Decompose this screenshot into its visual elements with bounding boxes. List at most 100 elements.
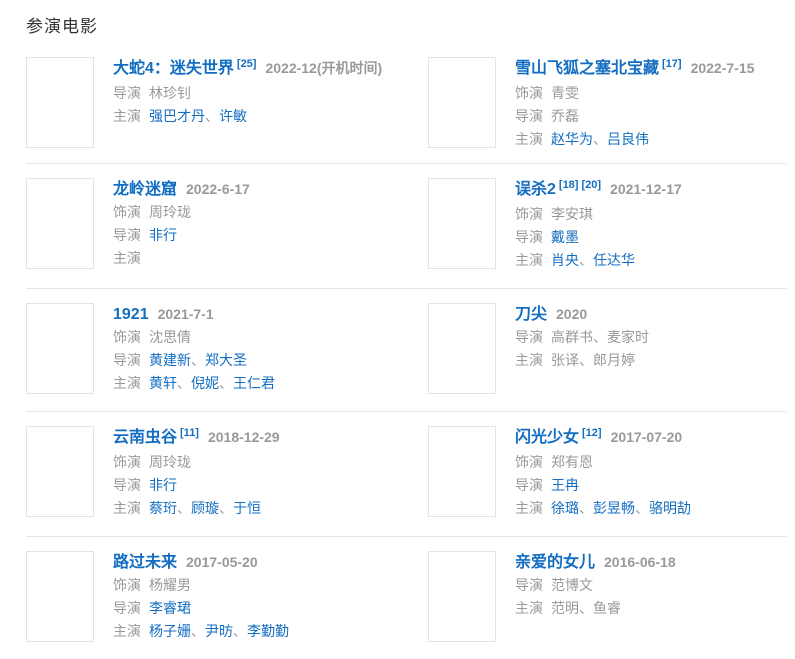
credit-name-link[interactable]: 李睿珺 — [149, 600, 191, 616]
credit-name-link[interactable]: 王仁君 — [233, 375, 275, 391]
reference-link[interactable]: [25] — [236, 58, 257, 70]
credit-name-link[interactable]: 于恒 — [233, 500, 261, 516]
credit-name-link[interactable]: 尹昉 — [205, 623, 233, 639]
credit-label: 导演 — [515, 577, 543, 593]
credit-name: 范博文 — [551, 577, 593, 593]
credit-label: 导演 — [515, 108, 543, 124]
movie-poster[interactable] — [26, 551, 94, 642]
movie-title-link[interactable]: 闪光少女 — [515, 429, 580, 446]
movie-poster[interactable] — [428, 303, 496, 394]
credit-name-link[interactable]: 徐璐 — [551, 500, 579, 516]
credit-name-link[interactable]: 黄轩 — [149, 375, 177, 391]
credit-line: 饰演 郑有恩 — [515, 451, 691, 474]
credit-name: 杨耀男 — [149, 577, 191, 593]
credit-line: 导演 非行 — [113, 224, 250, 247]
movie-title-link[interactable]: 路过未来 — [113, 554, 178, 571]
credit-name: 麦家时 — [607, 329, 649, 345]
credit-line: 导演 李睿珺 — [113, 597, 289, 620]
movie-title-link[interactable]: 大蛇4：迷失世界 — [113, 60, 234, 77]
credit-name-link[interactable]: 郑大圣 — [205, 352, 247, 368]
movie-entry: 路过未来 2017-05-20 饰演 杨耀男 导演 李睿珺 主演 杨子姗、尹昉、李勤勤 — [26, 551, 428, 643]
credit-line: 主演 徐璐、彭昱畅、骆明劼 — [515, 497, 691, 520]
credit-name-link[interactable]: 强巴才丹 — [149, 108, 205, 124]
movie-poster[interactable] — [428, 426, 496, 517]
credit-name-link[interactable]: 倪妮 — [191, 375, 219, 391]
name-separator: 、 — [579, 252, 593, 268]
credit-name-link[interactable]: 李勤勤 — [247, 623, 289, 639]
credit-label: 主演 — [113, 623, 141, 639]
reference-link[interactable]: [11] — [180, 427, 199, 439]
movie-poster[interactable] — [428, 57, 496, 148]
credit-name: 张译 — [551, 352, 579, 368]
movie-poster[interactable] — [428, 178, 496, 269]
movie-title-link[interactable]: 雪山飞狐之塞北宝藏 — [515, 60, 660, 77]
credit-name: 乔磊 — [551, 108, 579, 124]
credit-name-link[interactable]: 赵华为 — [551, 131, 593, 147]
credit-name-link[interactable]: 非行 — [149, 477, 177, 493]
reference-link[interactable]: [18] — [558, 179, 579, 191]
credit-label: 主演 — [515, 600, 543, 616]
movie-info: 云南虫谷 [11] 2018-12-29 饰演 周玲珑 导演 非行 主演 蔡珩、顾璇、于恒 — [113, 426, 280, 520]
credit-line: 导演 林珍钊 — [113, 82, 382, 105]
credit-line: 主演 黄轩、倪妮、王仁君 — [113, 372, 275, 395]
credit-name-link[interactable]: 彭昱畅 — [593, 500, 635, 516]
credit-label: 导演 — [113, 352, 141, 368]
movie-title-link[interactable]: 龙岭迷窟 — [113, 181, 178, 198]
credit-name-link[interactable]: 杨子姗 — [149, 623, 191, 639]
name-separator: 、 — [579, 352, 593, 368]
movie-date: 2018-12-29 — [207, 429, 280, 445]
section-title: 参演电影 — [26, 17, 98, 36]
credit-label: 饰演 — [515, 85, 543, 101]
movie-row: 云南虫谷 [11] 2018-12-29 饰演 周玲珑 导演 非行 主演 蔡珩、顾璇、于恒 闪… — [26, 412, 787, 537]
credit-name-link[interactable]: 戴墨 — [551, 229, 579, 245]
credit-name-link[interactable]: 非行 — [149, 227, 177, 243]
reference-link[interactable]: [17] — [662, 58, 682, 70]
reference-slot: [17] — [659, 58, 682, 76]
movie-date: 2021-12-17 — [610, 181, 682, 197]
credit-name-link[interactable]: 黄建新 — [149, 352, 191, 368]
name-separator: 、 — [205, 108, 219, 124]
credit-name: 高群书 — [551, 329, 593, 345]
credit-name-link[interactable]: 顾璇 — [191, 500, 219, 516]
credit-label: 主演 — [515, 252, 543, 268]
credit-name-link[interactable]: 吕良伟 — [607, 131, 649, 147]
name-separator: 、 — [177, 375, 191, 391]
credit-name: 沈思倩 — [149, 329, 191, 345]
name-separator: 、 — [219, 500, 233, 516]
movie-title-line: 龙岭迷窟 2022-6-17 — [113, 178, 250, 201]
credit-name-link[interactable]: 蔡珩 — [149, 500, 177, 516]
movie-poster[interactable] — [26, 178, 94, 269]
movie-title-link[interactable]: 刀尖 — [515, 306, 548, 323]
credit-name-link[interactable]: 任达华 — [593, 252, 635, 268]
credit-name: 周玲珑 — [149, 204, 191, 220]
movie-title-link[interactable]: 1921 — [113, 306, 149, 323]
movie-row: 1921 2021-7-1 饰演 沈思倩 导演 黄建新、郑大圣 主演 黄轩、倪妮、王仁君 刀… — [26, 289, 787, 412]
movie-grid: 大蛇4：迷失世界 [25] 2022-12(开机时间) 导演 林珍钊 主演 强巴才丹、许敏… — [26, 55, 787, 659]
credit-name-link[interactable]: 骆明劼 — [649, 500, 691, 516]
movie-title-link[interactable]: 误杀2 — [515, 181, 556, 198]
credit-line: 导演 戴墨 — [515, 226, 682, 249]
movie-date: 2022-7-15 — [690, 60, 755, 76]
movie-poster[interactable] — [428, 551, 496, 642]
movie-title-line: 云南虫谷 [11] 2018-12-29 — [113, 426, 280, 451]
reference-link[interactable]: [12] — [582, 427, 602, 439]
movie-title-link[interactable]: 云南虫谷 — [113, 429, 178, 446]
credit-label: 导演 — [113, 600, 141, 616]
credit-name-link[interactable]: 许敏 — [219, 108, 247, 124]
movie-info: 龙岭迷窟 2022-6-17 饰演 周玲珑 导演 非行 主演 — [113, 178, 250, 270]
movie-title-line: 误杀2 [18] [20] 2021-12-17 — [515, 178, 682, 203]
movie-poster[interactable] — [26, 57, 94, 148]
credit-name-link[interactable]: 王冉 — [551, 477, 579, 493]
credit-name: 鱼睿 — [593, 600, 621, 616]
movie-date: 2017-07-20 — [610, 429, 683, 445]
movie-title-line: 大蛇4：迷失世界 [25] 2022-12(开机时间) — [113, 57, 382, 82]
credit-line: 导演 黄建新、郑大圣 — [113, 349, 275, 372]
reference-slot: [25] — [234, 58, 257, 76]
reference-link[interactable]: [20] — [581, 179, 602, 191]
movie-poster[interactable] — [26, 426, 94, 517]
credit-name-link[interactable]: 肖央 — [551, 252, 579, 268]
movie-title-link[interactable]: 亲爱的女儿 — [515, 554, 596, 571]
movie-row: 路过未来 2017-05-20 饰演 杨耀男 导演 李睿珺 主演 杨子姗、尹昉、李勤勤 亲爱… — [26, 537, 787, 659]
movie-poster[interactable] — [26, 303, 94, 394]
credit-line: 饰演 青雯 — [515, 82, 754, 105]
